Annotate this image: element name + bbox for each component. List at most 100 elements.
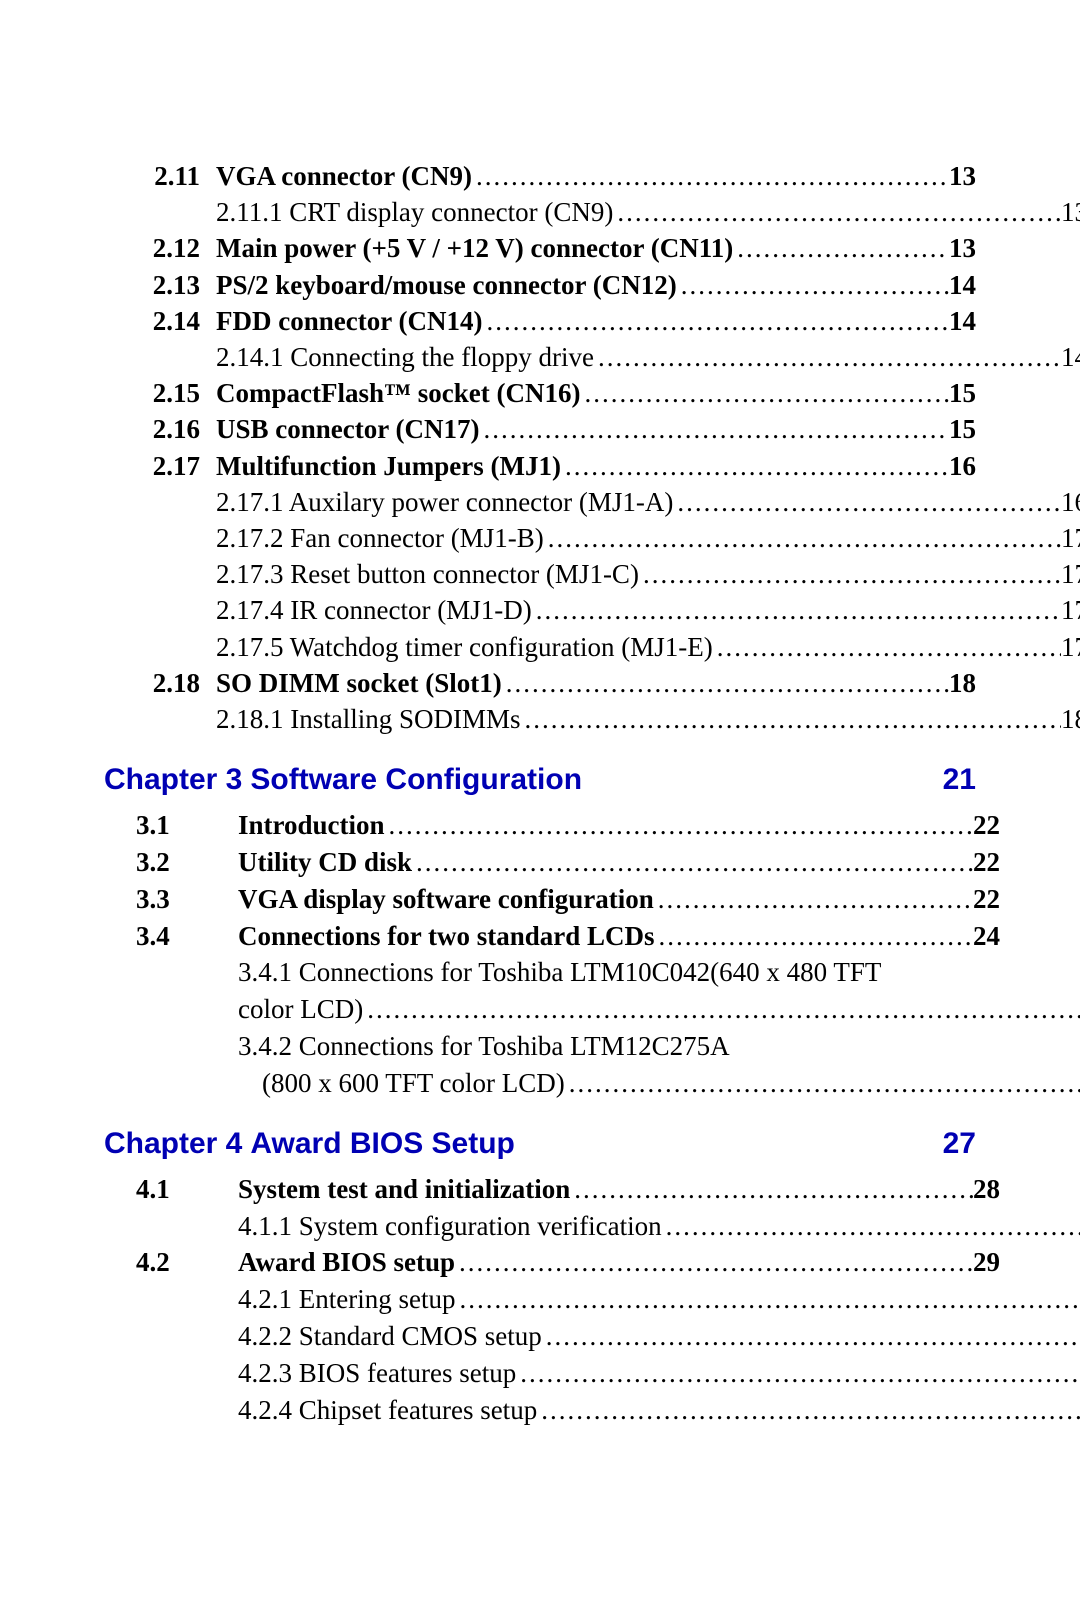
toc-page: 18 (1061, 703, 1080, 736)
toc-title: CompactFlash™ socket (CN16) (216, 377, 580, 410)
toc-leader: ........................................… (455, 1283, 1080, 1316)
toc-entry: 2.17 Multifunction Jumpers (MJ1) .......… (104, 450, 976, 483)
toc-subentry: 2.17.4 IR connector (MJ1-D) ............… (104, 594, 1080, 627)
chapter-label: Chapter 4 (104, 1126, 250, 1163)
toc-title: 4.2.4 Chipset features setup (238, 1394, 537, 1427)
toc-num: 2.17 (104, 450, 216, 483)
toc-page: 22 (973, 809, 1000, 842)
toc-num: 2.14 (104, 305, 216, 338)
toc-title: 2.17.4 IR connector (MJ1-D) (216, 594, 532, 627)
toc-leader: ........................................… (613, 196, 1061, 229)
toc-subentry-cont: color LCD) .............................… (104, 993, 1080, 1026)
toc-subentry-cont: (800 x 600 TFT color LCD) ..............… (104, 1067, 1080, 1100)
chapter-page: 21 (943, 762, 976, 799)
toc-leader: ........................................… (455, 1246, 973, 1279)
toc-title: SO DIMM socket (Slot1) (216, 667, 502, 700)
toc-subentry: 3.4.1 Connections for Toshiba LTM10C042(… (104, 956, 1080, 989)
toc-title: 3.4.1 Connections for Toshiba LTM10C042(… (238, 956, 881, 989)
toc-entry: 3.4 Connections for two standard LCDs ..… (104, 920, 1000, 953)
toc-num: 4.1 (136, 1173, 188, 1206)
chapter-title: Award BIOS Setup (250, 1126, 942, 1163)
toc-entry: 3.1 Introduction .......................… (104, 809, 1000, 842)
toc-num: 2.12 (104, 232, 216, 265)
toc-title: System test and initialization (188, 1173, 570, 1206)
toc-leader: ........................................… (542, 1320, 1080, 1353)
toc-subentry: 4.1.1 System configuration verification … (104, 1210, 1080, 1243)
toc-title: 2.17.3 Reset button connector (MJ1-C) (216, 558, 639, 591)
toc-title: Main power (+5 V / +12 V) connector (CN1… (216, 232, 733, 265)
toc-page: 14 (1061, 341, 1080, 374)
toc-page: 17 (1061, 631, 1080, 664)
toc-num: 4.2 (136, 1246, 188, 1279)
toc-leader: ........................................… (385, 809, 973, 842)
toc-title: Utility CD disk (188, 846, 412, 879)
toc-num: 3.2 (136, 846, 188, 879)
toc-page: 17 (1061, 594, 1080, 627)
toc-title: 2.17.1 Auxilary power connector (MJ1-A) (216, 486, 673, 519)
toc-page: 13 (949, 232, 976, 265)
toc-subentry: 4.2.2 Standard CMOS setup ..............… (104, 1320, 1080, 1353)
toc-page: 28 (973, 1173, 1000, 1206)
toc-subentry: 2.17.2 Fan connector (MJ1-B) ...........… (104, 522, 1080, 555)
toc-entry: 2.13 PS/2 keyboard/mouse connector (CN12… (104, 269, 976, 302)
toc-page: 13 (949, 160, 976, 193)
toc-leader: ........................................… (565, 1067, 1080, 1100)
toc-page: 14 (949, 269, 976, 302)
toc-title: 4.2.2 Standard CMOS setup (238, 1320, 542, 1353)
toc-leader: ........................................… (516, 1357, 1080, 1390)
toc-chapter: Chapter 3 Software Configuration 21 (104, 762, 976, 799)
toc-title: (800 x 600 TFT color LCD) (262, 1067, 565, 1100)
toc-title: 2.17.5 Watchdog timer configuration (MJ1… (216, 631, 713, 664)
toc-num: 2.16 (104, 413, 216, 446)
toc-page: 24 (973, 920, 1000, 953)
toc-entry: 2.14 FDD connector (CN14) ..............… (104, 305, 976, 338)
toc-page: 22 (973, 883, 1000, 916)
toc-leader: ........................................… (662, 1210, 1080, 1243)
toc-subentry: 4.2.4 Chipset features setup ...........… (104, 1394, 1080, 1427)
toc-chapter: Chapter 4 Award BIOS Setup 27 (104, 1126, 976, 1163)
toc-title: FDD connector (CN14) (216, 305, 482, 338)
toc-title: 4.1.1 System configuration verification (238, 1210, 662, 1243)
toc-num: 2.15 (104, 377, 216, 410)
chapter-title: Software Configuration (250, 762, 942, 799)
toc-page: 29 (973, 1246, 1000, 1279)
toc-entry: 2.11 VGA connector (CN9) ...............… (104, 160, 976, 193)
toc-page: 16 (949, 450, 976, 483)
toc-title: PS/2 keyboard/mouse connector (CN12) (216, 269, 677, 302)
toc-leader: ........................................… (655, 920, 973, 953)
toc-leader: ........................................… (677, 269, 949, 302)
toc-entry: 3.2 Utility CD disk ....................… (104, 846, 1000, 879)
toc-entry: 2.15 CompactFlash™ socket (CN16) .......… (104, 377, 976, 410)
toc-title: 4.2.1 Entering setup (238, 1283, 455, 1316)
toc-num: 3.4 (136, 920, 188, 953)
toc-page: 14 (949, 305, 976, 338)
toc-leader: ........................................… (412, 846, 973, 879)
chapter-page: 27 (943, 1126, 976, 1163)
toc-leader: ........................................… (713, 631, 1061, 664)
toc-leader: ........................................… (673, 486, 1061, 519)
toc-leader: ........................................… (537, 1394, 1080, 1427)
toc-subentry: 2.14.1 Connecting the floppy drive .....… (104, 341, 1080, 374)
toc-title: Award BIOS setup (188, 1246, 455, 1279)
toc-leader: ........................................… (544, 522, 1061, 555)
page: 2.11 VGA connector (CN9) ...............… (0, 0, 1080, 1618)
toc-leader: ........................................… (482, 305, 949, 338)
toc-title: VGA display software configuration (188, 883, 654, 916)
toc-num: 2.13 (104, 269, 216, 302)
toc-title: VGA connector (CN9) (216, 160, 472, 193)
toc-title: 2.14.1 Connecting the floppy drive (216, 341, 594, 374)
toc-subentry: 2.11.1 CRT display connector (CN9) .....… (104, 196, 1080, 229)
toc-title: 2.11.1 CRT display connector (CN9) (216, 196, 613, 229)
toc-leader: ........................................… (733, 232, 949, 265)
toc-subentry: 2.17.5 Watchdog timer configuration (MJ1… (104, 631, 1080, 664)
toc-ch2-continued: 2.11 VGA connector (CN9) ...............… (104, 160, 976, 736)
toc-leader: ........................................… (532, 594, 1061, 627)
toc-title: color LCD) (238, 993, 363, 1026)
toc-leader: ........................................… (363, 993, 1080, 1026)
toc-page: 15 (949, 377, 976, 410)
toc-page: 17 (1061, 558, 1080, 591)
toc-subentry: 4.2.3 BIOS features setup ..............… (104, 1357, 1080, 1390)
toc-entry: 2.12 Main power (+5 V / +12 V) connector… (104, 232, 976, 265)
toc-leader: ........................................… (561, 450, 949, 483)
toc-leader: ........................................… (502, 667, 949, 700)
